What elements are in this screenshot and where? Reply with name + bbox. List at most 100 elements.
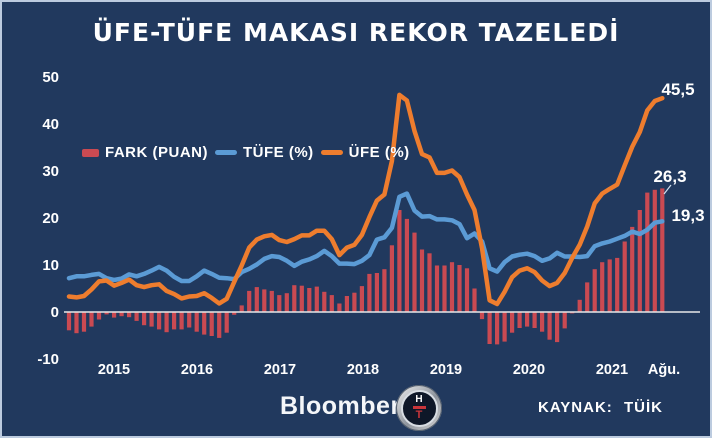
fark-bar (104, 312, 109, 315)
fark-bar (502, 312, 507, 342)
end-value-label: 19,3 (671, 206, 704, 225)
fark-bar (472, 288, 477, 312)
y-tick-label: 40 (42, 116, 59, 133)
tufe-line (66, 191, 665, 284)
fark-bar (555, 312, 560, 343)
fark-bar (329, 295, 334, 312)
x-axis-label: 2019 (430, 362, 462, 378)
fark-bar (427, 253, 432, 313)
fark-bar (239, 305, 244, 312)
fark-bar (419, 249, 425, 312)
fark-bar (525, 312, 530, 327)
fark-bar (389, 245, 394, 312)
fark-bar (307, 288, 312, 312)
fark-bar (277, 295, 282, 312)
fark-bar (547, 312, 552, 340)
x-axis-label: 2018 (347, 362, 379, 378)
source-credit: KAYNAK: TÜİK (538, 399, 663, 416)
tufe-swatch-icon (215, 150, 237, 155)
fark-bar (262, 289, 267, 312)
fark-swatch-icon (82, 148, 99, 157)
fark-bar (615, 257, 620, 312)
fark-bar (172, 312, 177, 330)
fark-bar (540, 312, 545, 332)
fark-bar (517, 312, 522, 328)
fark-bar (134, 312, 139, 321)
fark-bar (374, 273, 379, 312)
x-axis-label: Ağu. (648, 362, 680, 378)
fark-bar (149, 312, 154, 327)
y-tick-label: 20 (42, 210, 59, 227)
fark-bar (142, 312, 147, 326)
y-tick-label: 50 (42, 69, 59, 86)
fark-bar (487, 312, 492, 344)
legend-item-ufe: ÜFE (%) (320, 144, 410, 161)
legend-label-fark: FARK (PUAN) (105, 144, 208, 161)
fark-bar (562, 312, 567, 329)
fark-bar (187, 312, 192, 328)
ht-logo-t: T (415, 409, 423, 421)
legend-item-tufe: TÜFE (%) (215, 144, 314, 161)
fark-bar (607, 259, 612, 312)
fark-bar (337, 303, 342, 312)
x-axis-label: 2017 (264, 362, 296, 378)
fark-bar (464, 268, 470, 312)
fark-bar (577, 299, 582, 312)
fark-bar (532, 312, 537, 328)
ufe-line (66, 92, 665, 307)
fark-bar (495, 312, 500, 345)
fark-bar (209, 312, 214, 336)
ht-logo-icon: H T (396, 385, 442, 431)
fark-bar (247, 290, 252, 313)
fark-bar (314, 286, 319, 312)
fark-bar (96, 312, 102, 320)
bloomberg-wordmark: Bloomberg (280, 392, 417, 420)
legend-item-fark: FARK (PUAN) (82, 144, 208, 161)
chart-title: ÜFE-TÜFE MAKASI REKOR TAZELEDİ (92, 18, 620, 47)
fark-bar (224, 312, 229, 333)
fark-bar (112, 312, 117, 318)
x-axis-label: 2015 (98, 362, 130, 378)
y-tick-label: 0 (51, 304, 59, 321)
fark-callout-line (663, 184, 672, 195)
fark-bar (127, 312, 132, 318)
end-value-label: 45,5 (661, 80, 694, 99)
fark-bar (89, 312, 94, 327)
fark-bar (119, 312, 124, 317)
fark-bar (284, 293, 289, 312)
legend-label-ufe: ÜFE (%) (348, 144, 410, 161)
fark-bar (322, 291, 327, 312)
fark-bar (510, 312, 515, 333)
footer: Bloomberg H T KAYNAK: TÜİK (2, 384, 710, 432)
y-tick-label: 30 (42, 163, 59, 180)
fark-bar (457, 265, 462, 312)
fark-bar (412, 232, 417, 312)
chart-legend: FARK (PUAN) TÜFE (%) ÜFE (%) (82, 144, 410, 161)
fark-bar (232, 312, 237, 315)
fark-bar (299, 285, 304, 312)
fark-bar (66, 312, 72, 331)
fark-bar (217, 312, 222, 338)
y-tick-label: -10 (37, 351, 59, 368)
fark-bar (352, 292, 357, 312)
ht-logo-dash (412, 406, 426, 409)
fark-bar (622, 241, 627, 312)
fark-bar (645, 192, 650, 312)
fark-bar (254, 287, 259, 312)
fark-bar (585, 282, 590, 312)
x-axis-label: 2021 (596, 362, 628, 378)
fark-bar (359, 286, 364, 312)
fark-bar (397, 210, 402, 312)
fark-bar (479, 312, 485, 320)
x-axis-label: 2020 (513, 362, 545, 378)
fark-bar (269, 290, 274, 313)
fark-bar (592, 269, 597, 312)
fark-bar (404, 218, 409, 312)
fark-bar (74, 312, 79, 334)
end-value-label: 26,3 (653, 167, 686, 186)
fark-bar (179, 312, 184, 330)
fark-bar (292, 285, 297, 312)
x-axis-label: 2016 (181, 362, 213, 378)
fark-bar (630, 226, 635, 312)
